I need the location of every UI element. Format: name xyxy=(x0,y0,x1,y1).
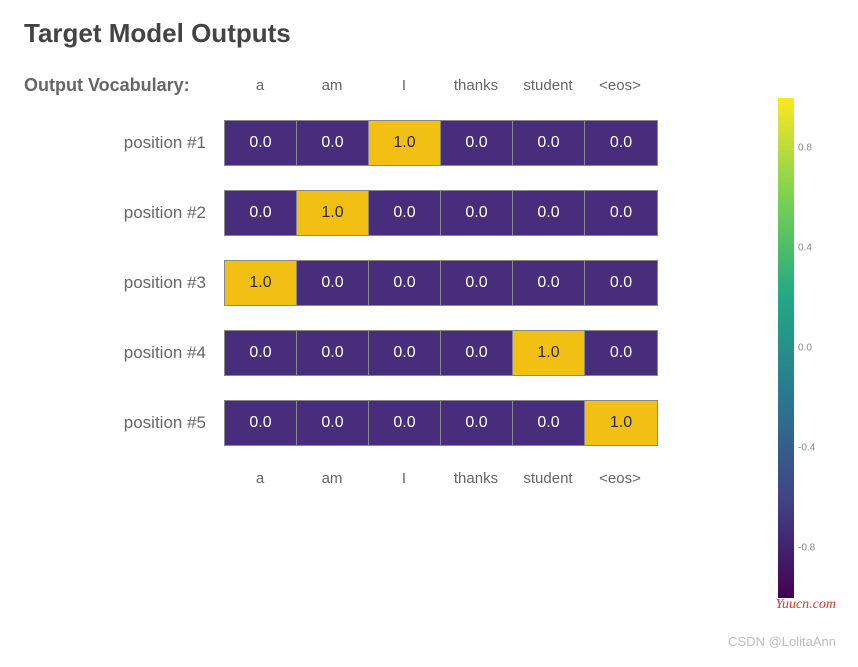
colorbar-tick: 0.4 xyxy=(798,243,812,254)
colorbar-ticks: 0.8 0.4 0.0 -0.4 -0.8 xyxy=(794,98,824,598)
heatmap-cell: 1.0 xyxy=(225,261,297,305)
heatmap-cell: 0.0 xyxy=(369,331,441,375)
heatmap-cell: 0.0 xyxy=(585,191,657,235)
row-cells: 1.00.00.00.00.00.0 xyxy=(224,260,658,306)
heatmap-cell: 0.0 xyxy=(441,261,513,305)
heatmap-cell: 0.0 xyxy=(225,121,297,165)
heatmap-cell: 0.0 xyxy=(441,331,513,375)
vocab-header-cell: thanks xyxy=(440,77,512,94)
vocab-footer-cell: student xyxy=(512,470,584,487)
heatmap-cell: 0.0 xyxy=(369,401,441,445)
heatmap-row: position #20.01.00.00.00.00.0 xyxy=(24,190,834,236)
heatmap-row: position #40.00.00.00.01.00.0 xyxy=(24,330,834,376)
heatmap-cell: 0.0 xyxy=(297,401,369,445)
colorbar-tick: 0.0 xyxy=(798,343,812,354)
heatmap-cell: 0.0 xyxy=(513,401,585,445)
heatmap-cell: 0.0 xyxy=(297,121,369,165)
heatmap-cell: 0.0 xyxy=(297,261,369,305)
row-cells: 0.00.00.00.00.01.0 xyxy=(224,400,658,446)
row-label: position #2 xyxy=(24,203,224,223)
colorbar-tick: -0.8 xyxy=(798,543,815,554)
vocab-header-cell: a xyxy=(224,77,296,94)
heatmap-cell: 0.0 xyxy=(441,121,513,165)
vocab-label: Output Vocabulary: xyxy=(24,75,224,96)
colorbar-tick: -0.4 xyxy=(798,443,815,454)
heatmap-cell: 1.0 xyxy=(369,121,441,165)
vocab-footer-row: aamIthanksstudent<eos> xyxy=(24,470,834,487)
row-label: position #4 xyxy=(24,343,224,363)
vocab-cells: aamIthanksstudent<eos> xyxy=(224,77,656,94)
vocab-footer-cell: a xyxy=(224,470,296,487)
vocab-header-cell: I xyxy=(368,77,440,94)
vocab-header-cell: am xyxy=(296,77,368,94)
heatmap-cell: 0.0 xyxy=(225,401,297,445)
vocab-header-cell: student xyxy=(512,77,584,94)
watermark-csdn: CSDN @LolitaAnn xyxy=(728,634,836,649)
vocab-footer-cell: I xyxy=(368,470,440,487)
heatmap-cell: 0.0 xyxy=(297,331,369,375)
vocab-header-row: Output Vocabulary: aamIthanksstudent<eos… xyxy=(24,75,834,96)
row-label: position #5 xyxy=(24,413,224,433)
heatmap-cell: 0.0 xyxy=(513,261,585,305)
heatmap-row: position #31.00.00.00.00.00.0 xyxy=(24,260,834,306)
heatmap-row: position #50.00.00.00.00.01.0 xyxy=(24,400,834,446)
footer-cells: aamIthanksstudent<eos> xyxy=(224,470,656,487)
heatmap-rows: position #10.00.01.00.00.00.0position #2… xyxy=(24,120,834,446)
row-cells: 0.01.00.00.00.00.0 xyxy=(224,190,658,236)
colorbar-tick: 0.8 xyxy=(798,143,812,154)
heatmap-cell: 0.0 xyxy=(585,331,657,375)
heatmap-cell: 0.0 xyxy=(585,121,657,165)
row-cells: 0.00.00.00.01.00.0 xyxy=(224,330,658,376)
watermark-yuucn: Yuucn.com xyxy=(775,597,836,613)
page-title: Target Model Outputs xyxy=(24,18,834,49)
row-label: position #3 xyxy=(24,273,224,293)
heatmap-cell: 0.0 xyxy=(225,331,297,375)
row-cells: 0.00.01.00.00.00.0 xyxy=(224,120,658,166)
heatmap-cell: 0.0 xyxy=(513,121,585,165)
heatmap-cell: 0.0 xyxy=(585,261,657,305)
colorbar: 0.8 0.4 0.0 -0.4 -0.8 xyxy=(778,98,824,598)
vocab-header-cell: <eos> xyxy=(584,77,656,94)
heatmap-cell: 0.0 xyxy=(369,261,441,305)
heatmap-cell: 0.0 xyxy=(441,401,513,445)
vocab-footer-cell: thanks xyxy=(440,470,512,487)
vocab-footer-cell: am xyxy=(296,470,368,487)
row-label: position #1 xyxy=(24,133,224,153)
colorbar-gradient xyxy=(778,98,794,598)
vocab-footer-cell: <eos> xyxy=(584,470,656,487)
heatmap-cell: 0.0 xyxy=(441,191,513,235)
heatmap-cell: 1.0 xyxy=(513,331,585,375)
heatmap-cell: 1.0 xyxy=(585,401,657,445)
heatmap-cell: 0.0 xyxy=(369,191,441,235)
heatmap-cell: 0.0 xyxy=(225,191,297,235)
heatmap-cell: 0.0 xyxy=(513,191,585,235)
heatmap-row: position #10.00.01.00.00.00.0 xyxy=(24,120,834,166)
heatmap-cell: 1.0 xyxy=(297,191,369,235)
